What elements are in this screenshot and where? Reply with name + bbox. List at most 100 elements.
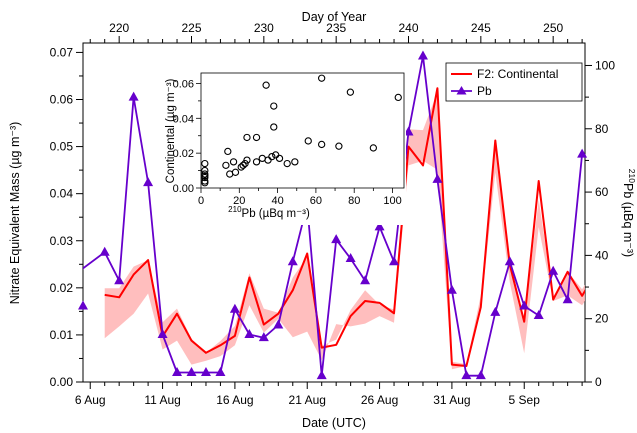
legend-swatch-pb-triangle <box>456 86 467 95</box>
inset-x-tick-label: 100 <box>383 195 401 207</box>
y-right-title-superscript: 210 <box>627 169 637 183</box>
inset-point <box>201 177 209 185</box>
top-axis-title: Day of Year <box>302 10 367 24</box>
plot-frame <box>82 42 586 383</box>
pb-marker <box>157 329 168 339</box>
axes-layer: 6 Aug 11 Aug 16 Aug 21 Aug 26 Aug 31 Aug 5 Sep… <box>50 21 616 407</box>
uncertainty-band-layer <box>104 92 585 370</box>
legend: F2: Continental Pb <box>445 62 583 102</box>
inset-scatter: 0 20 40 60 80 100 0.00 0.02 0.04 0.06 Continental… <box>165 68 406 225</box>
continental-line <box>104 87 585 367</box>
pb-marker <box>490 306 501 316</box>
pb-marker <box>258 332 269 342</box>
legend-label-continental: F2: Continental <box>477 67 558 81</box>
inset-y-tick-label: 0.00 <box>173 183 194 195</box>
top-tick-label: 225 <box>181 21 201 35</box>
inset-x-axis-title: 210Pb (µBq m⁻³) <box>228 205 310 220</box>
x-axis-title: Date (UTC) <box>302 416 366 430</box>
y-left-tick-label: 0.03 <box>50 234 74 248</box>
top-tick-label: 235 <box>326 21 346 35</box>
inset-y-axis-title: Continental (µg m⁻³) <box>165 78 177 183</box>
y-right-tick-label: 60 <box>595 185 609 199</box>
inset-point <box>369 144 378 152</box>
inset-x-tick-label: 20 <box>233 195 245 207</box>
inset-point <box>201 170 209 178</box>
top-tick-label: 220 <box>109 21 129 35</box>
inset-x-tick-label: 40 <box>271 195 283 207</box>
pb-marker <box>548 265 559 275</box>
inset-point <box>346 88 355 96</box>
y-right-axis-title: 210Pb (µBq m⁻³) <box>621 169 637 257</box>
inset-point <box>318 140 326 149</box>
pb-marker <box>128 91 139 101</box>
inset-point <box>239 161 247 169</box>
x-tick-label: 16 Aug <box>216 393 253 407</box>
pb-marker <box>229 303 240 313</box>
inset-y-tick-label: 0.06 <box>173 78 194 90</box>
pb-marker <box>316 370 327 380</box>
top-tick-label: 240 <box>398 21 418 35</box>
pb-marker <box>417 50 428 60</box>
inset-point <box>275 154 284 163</box>
inset-point <box>335 142 343 150</box>
pb-marker <box>172 367 183 377</box>
pb-marker <box>562 294 573 304</box>
inset-x-title-superscript: 210 <box>228 205 242 214</box>
x-tick-label: 6 Aug <box>75 393 106 407</box>
inset-y-tick-label: 0.04 <box>173 113 194 125</box>
top-tick-label: 230 <box>254 21 274 35</box>
inset-mark-layer: 0 20 40 60 80 100 0.00 0.02 0.04 0.06 <box>173 74 402 207</box>
x-tick-label: 26 Aug <box>361 393 398 407</box>
inset-x-tick-label: 80 <box>348 195 360 207</box>
inset-background <box>170 68 406 225</box>
pb-marker <box>504 256 515 266</box>
inset-point <box>252 133 261 142</box>
legend-box <box>445 62 583 102</box>
y-left-tick-label: 0.01 <box>50 328 74 342</box>
inset-x-tick-label: 60 <box>310 195 322 207</box>
inset-point <box>394 93 402 102</box>
pb-marker <box>475 370 486 380</box>
continental-uncertainty-band <box>104 92 585 370</box>
pb-marker <box>99 246 110 256</box>
inset-point <box>318 74 326 82</box>
marker-layer <box>78 50 588 380</box>
pb-marker <box>200 367 211 377</box>
pb-marker <box>186 367 197 377</box>
pb-marker <box>533 310 544 320</box>
pb-marker <box>244 329 255 339</box>
legend-label-pb: Pb <box>477 84 492 98</box>
pb-marker <box>432 173 443 183</box>
pb-marker <box>446 284 457 294</box>
pb-marker <box>273 319 284 329</box>
top-tick-label: 245 <box>471 21 491 35</box>
inset-point <box>291 158 299 166</box>
pb-marker <box>215 367 226 377</box>
inset-point <box>283 159 291 168</box>
pb-marker <box>374 221 385 231</box>
y-left-tick-label: 0.04 <box>50 187 74 201</box>
y-right-tick-label: 40 <box>595 248 609 262</box>
y-left-tick-label: 0.06 <box>50 93 74 107</box>
inset-point <box>270 123 278 131</box>
pb-marker <box>78 300 88 310</box>
pb-marker <box>389 256 400 266</box>
y-left-tick-label: 0.07 <box>50 45 74 59</box>
y-right-tick-label: 80 <box>595 122 609 136</box>
inset-point <box>231 168 240 176</box>
x-tick-label: 5 Sep <box>509 393 541 407</box>
pb-marker <box>114 275 125 285</box>
inset-point <box>222 161 230 169</box>
y-right-tick-label: 100 <box>595 58 615 72</box>
y-left-tick-label: 0.00 <box>50 375 74 389</box>
pb-marker <box>331 234 342 244</box>
y-right-tick-label: 20 <box>595 312 609 326</box>
inset-point <box>224 147 232 156</box>
pb-marker <box>403 126 414 136</box>
pb-marker <box>461 370 472 380</box>
inset-point <box>243 133 251 142</box>
y-left-axis-title: Nitrate Equivalent Mass (µg m⁻³) <box>8 122 22 305</box>
y-left-tick-label: 0.02 <box>50 281 74 295</box>
